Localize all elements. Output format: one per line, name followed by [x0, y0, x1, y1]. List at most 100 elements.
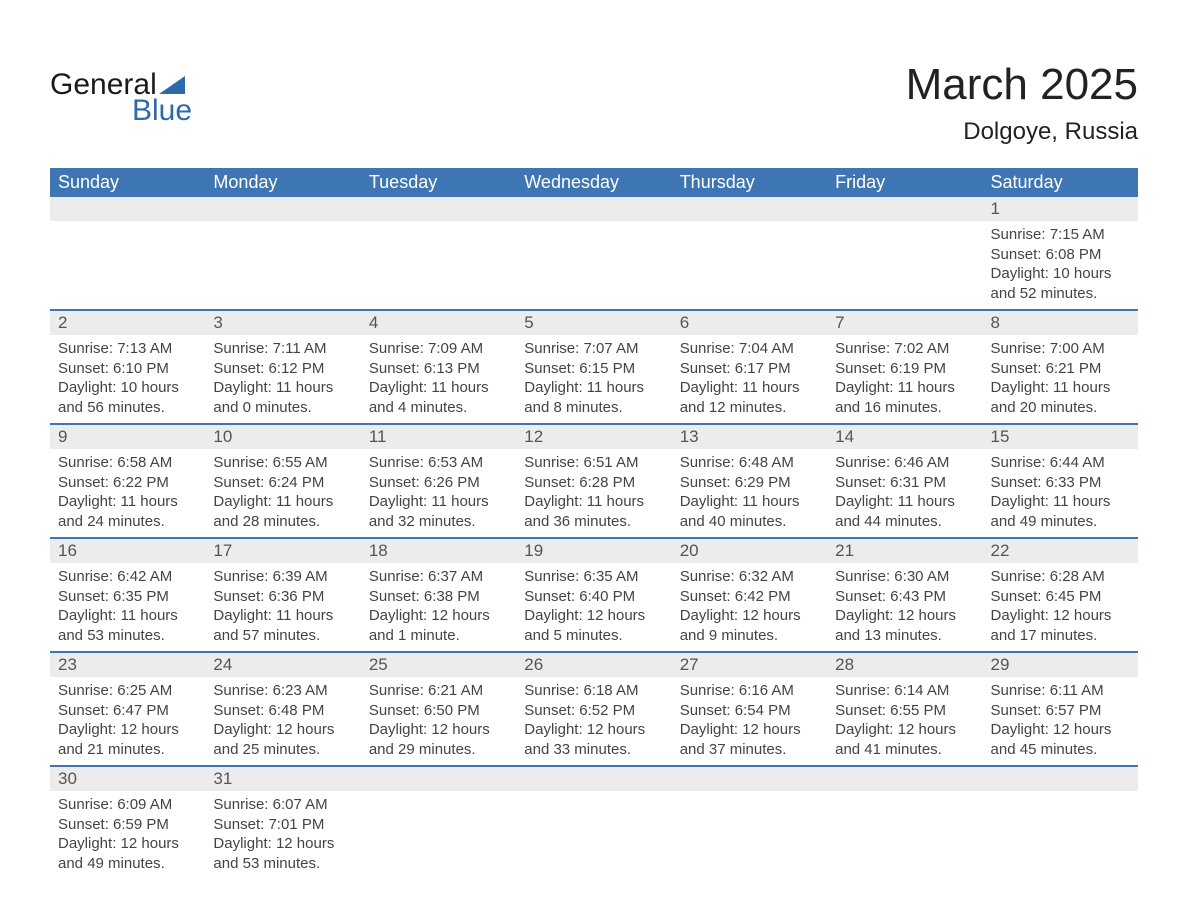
- day-content-cell: [516, 791, 671, 879]
- daylight-text-line2: and 45 minutes.: [991, 740, 1130, 760]
- day-number-cell: [516, 766, 671, 791]
- day-number-cell: 24: [205, 652, 360, 677]
- daylight-text-line1: Daylight: 11 hours: [369, 492, 508, 512]
- day-content-cell: Sunrise: 7:11 AMSunset: 6:12 PMDaylight:…: [205, 335, 360, 424]
- day-number-cell: [827, 197, 982, 221]
- sunset-text: Sunset: 6:45 PM: [991, 587, 1130, 607]
- logo-triangle-icon: [159, 76, 185, 94]
- daynum-row: 9101112131415: [50, 424, 1138, 449]
- sunset-text: Sunset: 6:21 PM: [991, 359, 1130, 379]
- day-content-cell: Sunrise: 6:37 AMSunset: 6:38 PMDaylight:…: [361, 563, 516, 652]
- day-number-cell: 14: [827, 424, 982, 449]
- day-content-row: Sunrise: 6:09 AMSunset: 6:59 PMDaylight:…: [50, 791, 1138, 879]
- daylight-text-line1: Daylight: 12 hours: [213, 720, 352, 740]
- day-number-cell: 29: [983, 652, 1138, 677]
- sunset-text: Sunset: 6:47 PM: [58, 701, 197, 721]
- daylight-text-line2: and 36 minutes.: [524, 512, 663, 532]
- daylight-text-line1: Daylight: 11 hours: [524, 378, 663, 398]
- day-number-cell: 25: [361, 652, 516, 677]
- daylight-text-line1: Daylight: 12 hours: [991, 720, 1130, 740]
- day-number-cell: 11: [361, 424, 516, 449]
- title-block: March 2025 Dolgoye, Russia: [906, 40, 1138, 158]
- sunrise-text: Sunrise: 6:30 AM: [835, 567, 974, 587]
- sunrise-text: Sunrise: 6:55 AM: [213, 453, 352, 473]
- daylight-text-line1: Daylight: 12 hours: [58, 720, 197, 740]
- location-label: Dolgoye, Russia: [906, 118, 1138, 146]
- sunset-text: Sunset: 6:48 PM: [213, 701, 352, 721]
- daylight-text-line2: and 4 minutes.: [369, 398, 508, 418]
- daylight-text-line2: and 9 minutes.: [680, 626, 819, 646]
- sunrise-text: Sunrise: 7:04 AM: [680, 339, 819, 359]
- day-number-cell: 8: [983, 310, 1138, 335]
- daylight-text-line1: Daylight: 11 hours: [58, 606, 197, 626]
- day-content-cell: Sunrise: 6:48 AMSunset: 6:29 PMDaylight:…: [672, 449, 827, 538]
- daylight-text-line2: and 53 minutes.: [213, 854, 352, 874]
- daylight-text-line1: Daylight: 11 hours: [680, 492, 819, 512]
- day-number-cell: [50, 197, 205, 221]
- sunset-text: Sunset: 6:17 PM: [680, 359, 819, 379]
- sunrise-text: Sunrise: 6:11 AM: [991, 681, 1130, 701]
- day-content-cell: [672, 791, 827, 879]
- day-number-cell: 19: [516, 538, 671, 563]
- sunset-text: Sunset: 6:15 PM: [524, 359, 663, 379]
- sunset-text: Sunset: 6:10 PM: [58, 359, 197, 379]
- daylight-text-line2: and 13 minutes.: [835, 626, 974, 646]
- day-number-cell: 16: [50, 538, 205, 563]
- daylight-text-line2: and 29 minutes.: [369, 740, 508, 760]
- day-content-cell: Sunrise: 6:09 AMSunset: 6:59 PMDaylight:…: [50, 791, 205, 879]
- sunset-text: Sunset: 6:57 PM: [991, 701, 1130, 721]
- day-content-cell: Sunrise: 7:15 AMSunset: 6:08 PMDaylight:…: [983, 221, 1138, 310]
- header: General Blue March 2025 Dolgoye, Russia: [50, 40, 1138, 158]
- sunset-text: Sunset: 6:50 PM: [369, 701, 508, 721]
- sunset-text: Sunset: 6:26 PM: [369, 473, 508, 493]
- daylight-text-line2: and 32 minutes.: [369, 512, 508, 532]
- day-content-cell: Sunrise: 7:13 AMSunset: 6:10 PMDaylight:…: [50, 335, 205, 424]
- daylight-text-line1: Daylight: 12 hours: [213, 834, 352, 854]
- sunrise-text: Sunrise: 6:42 AM: [58, 567, 197, 587]
- day-content-cell: Sunrise: 6:30 AMSunset: 6:43 PMDaylight:…: [827, 563, 982, 652]
- sunrise-text: Sunrise: 6:46 AM: [835, 453, 974, 473]
- day-content-cell: [516, 221, 671, 310]
- weekday-header: Friday: [827, 168, 982, 197]
- day-content-cell: Sunrise: 6:28 AMSunset: 6:45 PMDaylight:…: [983, 563, 1138, 652]
- sunrise-text: Sunrise: 6:48 AM: [680, 453, 819, 473]
- daylight-text-line1: Daylight: 11 hours: [213, 492, 352, 512]
- day-number-cell: 2: [50, 310, 205, 335]
- sunrise-text: Sunrise: 6:51 AM: [524, 453, 663, 473]
- day-number-cell: 20: [672, 538, 827, 563]
- daylight-text-line2: and 1 minute.: [369, 626, 508, 646]
- sunrise-text: Sunrise: 6:35 AM: [524, 567, 663, 587]
- day-content-cell: [827, 791, 982, 879]
- day-content-cell: [50, 221, 205, 310]
- day-content-cell: Sunrise: 6:11 AMSunset: 6:57 PMDaylight:…: [983, 677, 1138, 766]
- day-content-cell: Sunrise: 6:53 AMSunset: 6:26 PMDaylight:…: [361, 449, 516, 538]
- daylight-text-line1: Daylight: 12 hours: [369, 606, 508, 626]
- sunrise-text: Sunrise: 6:23 AM: [213, 681, 352, 701]
- daylight-text-line1: Daylight: 11 hours: [680, 378, 819, 398]
- logo: General Blue: [50, 70, 192, 130]
- sunrise-text: Sunrise: 7:02 AM: [835, 339, 974, 359]
- day-number-cell: 12: [516, 424, 671, 449]
- sunrise-text: Sunrise: 6:25 AM: [58, 681, 197, 701]
- day-number-cell: [361, 766, 516, 791]
- daylight-text-line2: and 44 minutes.: [835, 512, 974, 532]
- day-number-cell: [672, 766, 827, 791]
- sunset-text: Sunset: 6:08 PM: [991, 245, 1130, 265]
- day-number-cell: 31: [205, 766, 360, 791]
- day-number-cell: 10: [205, 424, 360, 449]
- day-content-cell: Sunrise: 6:14 AMSunset: 6:55 PMDaylight:…: [827, 677, 982, 766]
- day-number-cell: 9: [50, 424, 205, 449]
- day-content-row: Sunrise: 6:42 AMSunset: 6:35 PMDaylight:…: [50, 563, 1138, 652]
- sunset-text: Sunset: 6:28 PM: [524, 473, 663, 493]
- day-content-cell: Sunrise: 6:55 AMSunset: 6:24 PMDaylight:…: [205, 449, 360, 538]
- sunrise-text: Sunrise: 6:07 AM: [213, 795, 352, 815]
- day-number-cell: 4: [361, 310, 516, 335]
- sunrise-text: Sunrise: 6:14 AM: [835, 681, 974, 701]
- daylight-text-line1: Daylight: 12 hours: [680, 606, 819, 626]
- weekday-header: Thursday: [672, 168, 827, 197]
- sunrise-text: Sunrise: 6:18 AM: [524, 681, 663, 701]
- day-content-cell: [361, 221, 516, 310]
- day-content-cell: Sunrise: 7:04 AMSunset: 6:17 PMDaylight:…: [672, 335, 827, 424]
- sunset-text: Sunset: 6:19 PM: [835, 359, 974, 379]
- sunrise-text: Sunrise: 6:39 AM: [213, 567, 352, 587]
